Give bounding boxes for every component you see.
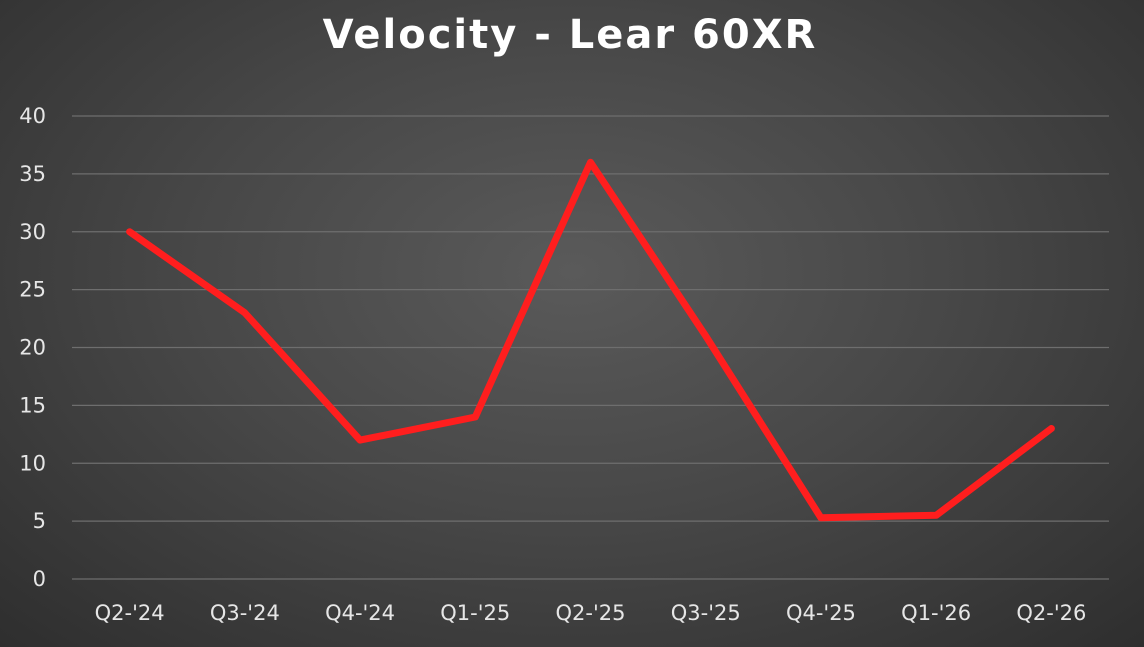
y-tick-label: 20 (19, 336, 46, 360)
x-tick-label: Q1-'25 (440, 601, 510, 625)
x-tick-label: Q2-'24 (95, 601, 165, 625)
x-tick-label: Q1-'26 (901, 601, 971, 625)
series-lines (126, 158, 1055, 522)
x-tick-label: Q3-'25 (671, 601, 741, 625)
series-line (126, 158, 1055, 522)
y-tick-label: 5 (33, 509, 46, 533)
y-tick-label: 30 (19, 220, 46, 244)
y-tick-label: 15 (19, 393, 46, 417)
x-tick-label: Q4-'24 (325, 601, 395, 625)
x-tick-label: Q3-'24 (210, 601, 280, 625)
y-tick-label: 0 (33, 567, 46, 591)
chart-title: Velocity - Lear 60XR (323, 12, 818, 58)
x-tick-label: Q2-'25 (556, 601, 626, 625)
gridlines (72, 115, 1109, 580)
y-tick-label: 25 (19, 278, 46, 302)
y-tick-label: 35 (19, 162, 46, 186)
y-tick-label: 40 (19, 104, 46, 128)
y-axis-tick-labels: 0 5 10 15 20 25 30 35 40 (19, 104, 46, 591)
x-axis-tick-labels: Q2-'24 Q3-'24 Q4-'24 Q1-'25 Q2-'25 Q3-'25 Q4-'… (95, 601, 1087, 625)
x-tick-label: Q2-'26 (1016, 601, 1086, 625)
x-tick-label: Q4-'25 (786, 601, 856, 625)
y-tick-label: 10 (19, 451, 46, 475)
